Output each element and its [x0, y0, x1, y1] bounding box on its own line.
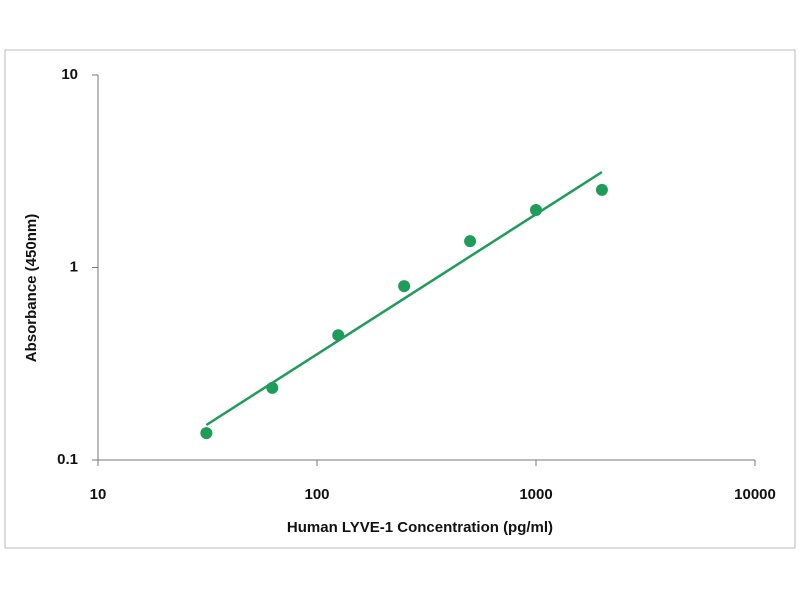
y-tick-label: 0.1 — [57, 451, 78, 468]
data-point — [595, 183, 608, 196]
x-axis-label: Human LYVE-1 Concentration (pg/ml) — [287, 519, 553, 536]
x-tick-label: 10 — [90, 486, 107, 503]
x-tick-label: 10000 — [734, 486, 776, 503]
data-point — [398, 280, 411, 293]
y-tick-label: 1 — [70, 258, 78, 275]
x-tick-label: 1000 — [519, 486, 552, 503]
data-point — [464, 235, 477, 248]
data-point — [200, 427, 213, 440]
y-axis-label: Absorbance (450nm) — [23, 214, 40, 362]
x-tick-label: 100 — [304, 486, 329, 503]
chart-frame — [4, 49, 796, 549]
y-tick-label: 10 — [61, 66, 78, 83]
fit-line — [205, 171, 603, 427]
